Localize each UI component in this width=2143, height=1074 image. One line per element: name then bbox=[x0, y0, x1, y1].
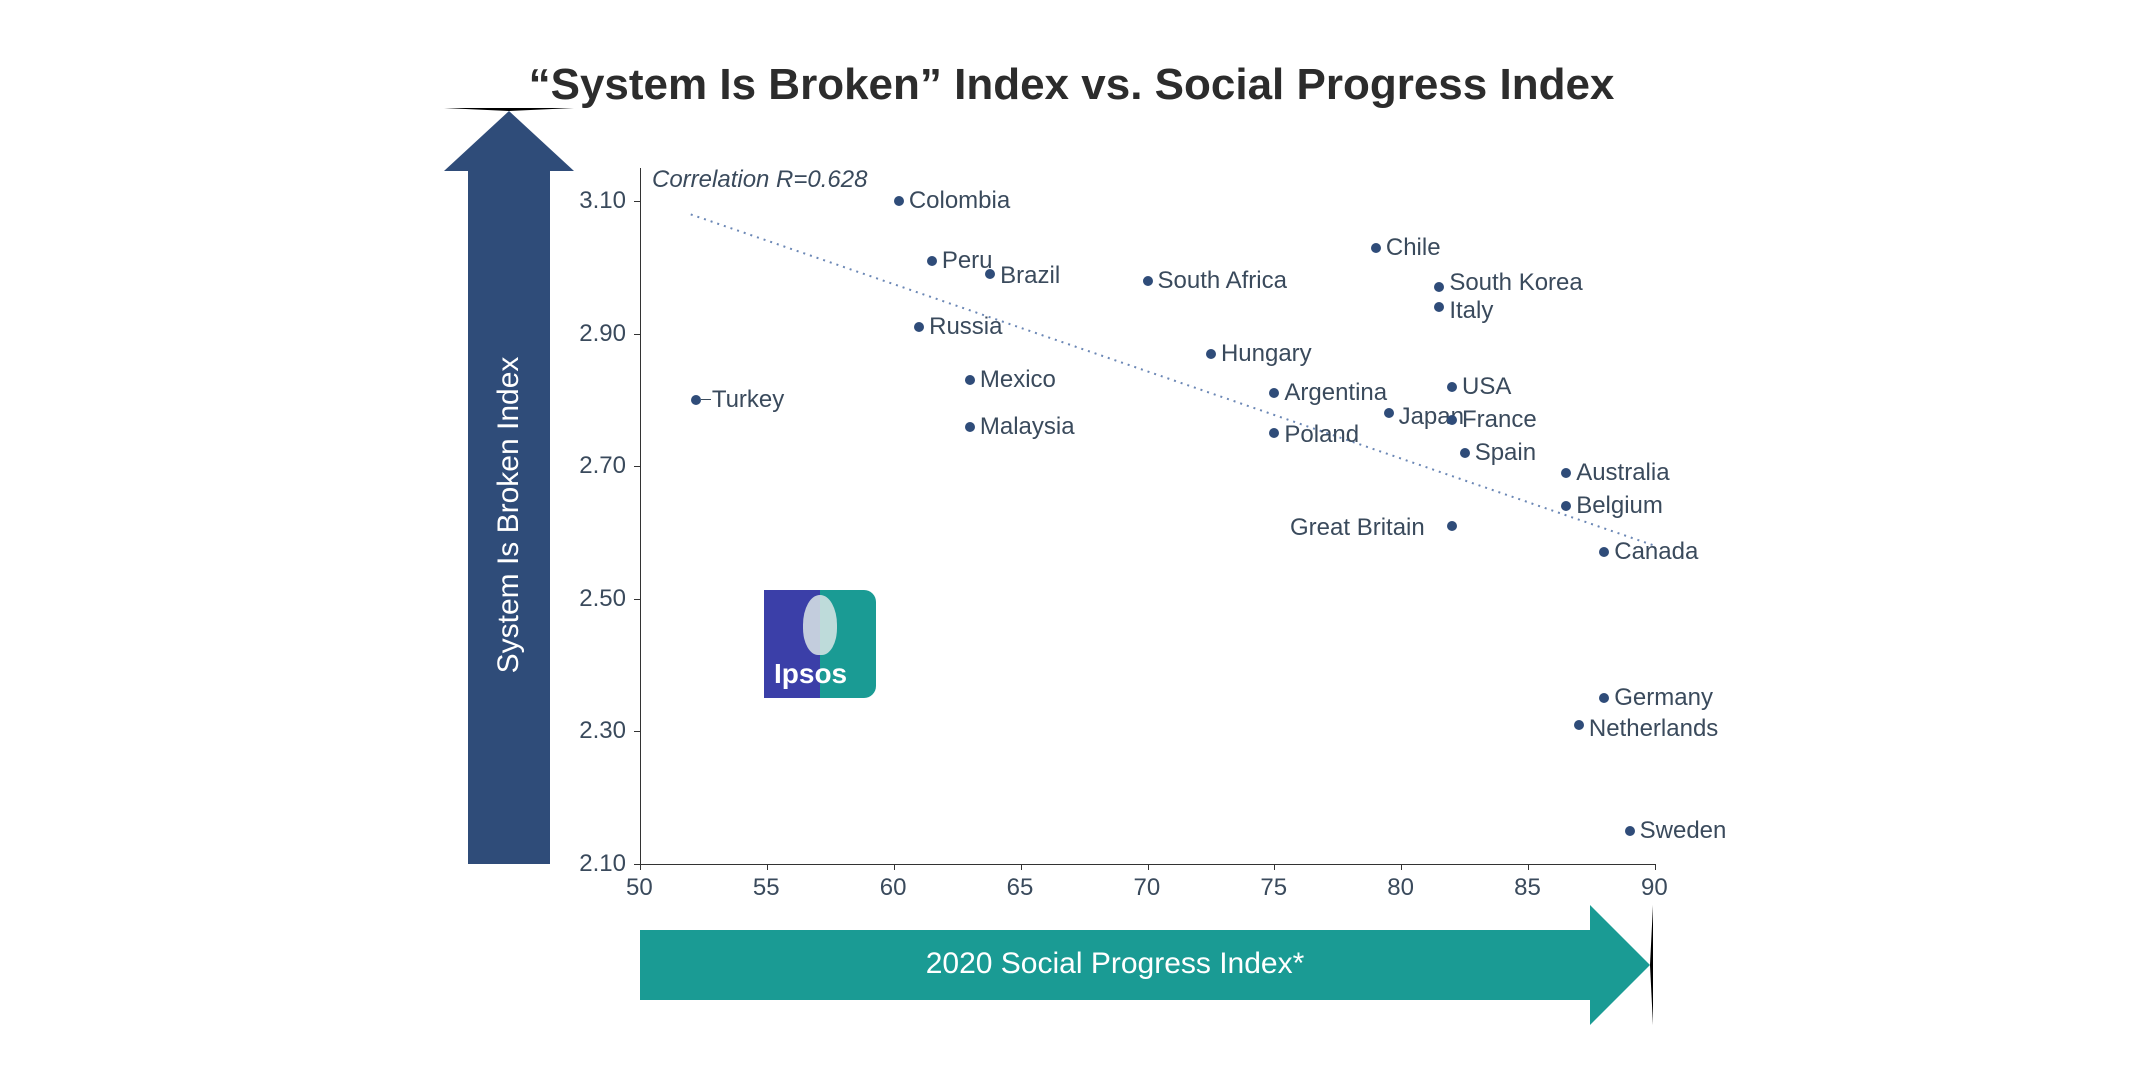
data-point bbox=[1269, 428, 1279, 438]
data-point-label: Chile bbox=[1386, 234, 1441, 262]
data-point-label: Great Britain bbox=[1290, 514, 1425, 542]
data-point-label: Hungary bbox=[1221, 340, 1312, 368]
data-point bbox=[1574, 720, 1584, 730]
data-point-label: Sweden bbox=[1640, 817, 1727, 845]
data-point-label: Italy bbox=[1449, 297, 1493, 325]
data-point bbox=[1447, 521, 1457, 531]
x-axis-label: 2020 Social Progress Index* bbox=[895, 947, 1335, 981]
data-point-label: Germany bbox=[1614, 684, 1713, 712]
chart-title: “System Is Broken” Index vs. Social Prog… bbox=[529, 60, 1615, 110]
x-axis-arrow-head bbox=[1590, 905, 1653, 1025]
x-tick-label: 50 bbox=[626, 874, 653, 902]
data-point bbox=[914, 322, 924, 332]
x-tick bbox=[1528, 864, 1529, 870]
y-tick-label: 2.30 bbox=[579, 717, 626, 745]
correlation-text: Correlation R=0.628 bbox=[652, 166, 867, 194]
data-point bbox=[1599, 547, 1609, 557]
data-point bbox=[1625, 826, 1635, 836]
y-tick bbox=[634, 466, 640, 467]
data-point bbox=[927, 256, 937, 266]
data-point-label: USA bbox=[1462, 373, 1511, 401]
y-axis-label: System Is Broken Index bbox=[492, 315, 526, 715]
y-tick-label: 2.10 bbox=[579, 850, 626, 878]
data-point bbox=[1269, 388, 1279, 398]
data-point bbox=[1561, 501, 1571, 511]
ipsos-logo: Ipsos bbox=[764, 590, 876, 698]
logo-face-icon bbox=[803, 595, 837, 654]
data-point bbox=[1447, 415, 1457, 425]
x-tick-label: 75 bbox=[1260, 874, 1287, 902]
x-tick-label: 85 bbox=[1514, 874, 1541, 902]
data-point-label: Brazil bbox=[1000, 262, 1060, 290]
data-point bbox=[894, 196, 904, 206]
data-point bbox=[1371, 243, 1381, 253]
chart-container: “System Is Broken” Index vs. Social Prog… bbox=[0, 0, 2143, 1074]
y-tick-label: 2.70 bbox=[579, 452, 626, 480]
x-tick bbox=[894, 864, 895, 870]
data-point bbox=[965, 375, 975, 385]
plot-area: Correlation R=0.628 Ipsos 2.102.302.502.… bbox=[640, 168, 1655, 864]
y-tick-label: 2.50 bbox=[579, 585, 626, 613]
data-point bbox=[1460, 448, 1470, 458]
data-point-label: Colombia bbox=[909, 187, 1010, 215]
data-point bbox=[1434, 302, 1444, 312]
data-point-label: South Korea bbox=[1449, 269, 1582, 297]
data-point-label: Turkey bbox=[712, 386, 784, 414]
data-point-label: Argentina bbox=[1284, 379, 1387, 407]
data-point-label: Mexico bbox=[980, 366, 1056, 394]
y-tick-label: 3.10 bbox=[579, 187, 626, 215]
data-point bbox=[1561, 468, 1571, 478]
x-tick bbox=[1021, 864, 1022, 870]
x-tick-label: 55 bbox=[753, 874, 780, 902]
data-point bbox=[965, 422, 975, 432]
data-point-label: Malaysia bbox=[980, 413, 1075, 441]
point-dash bbox=[701, 399, 711, 400]
y-tick bbox=[634, 201, 640, 202]
data-point bbox=[1599, 693, 1609, 703]
data-point bbox=[1447, 382, 1457, 392]
data-point-label: Russia bbox=[929, 313, 1002, 341]
data-point bbox=[985, 269, 995, 279]
x-tick-label: 90 bbox=[1641, 874, 1668, 902]
data-point bbox=[1434, 282, 1444, 292]
x-tick-label: 70 bbox=[1134, 874, 1161, 902]
y-tick bbox=[634, 731, 640, 732]
data-point-label: South Africa bbox=[1158, 267, 1287, 295]
y-tick bbox=[634, 599, 640, 600]
data-point-label: Poland bbox=[1284, 421, 1359, 449]
x-tick bbox=[767, 864, 768, 870]
x-tick-label: 65 bbox=[1007, 874, 1034, 902]
data-point bbox=[1384, 408, 1394, 418]
logo-text: Ipsos bbox=[774, 658, 847, 690]
data-point-label: Netherlands bbox=[1589, 715, 1718, 743]
data-point-label: Spain bbox=[1475, 439, 1536, 467]
x-tick bbox=[640, 864, 641, 870]
y-axis-arrow-head bbox=[444, 108, 574, 171]
data-point-label: Australia bbox=[1576, 459, 1669, 487]
x-tick bbox=[1148, 864, 1149, 870]
y-tick-label: 2.90 bbox=[579, 320, 626, 348]
data-point-label: France bbox=[1462, 406, 1537, 434]
x-tick bbox=[1655, 864, 1656, 870]
y-tick bbox=[634, 334, 640, 335]
data-point bbox=[691, 395, 701, 405]
data-point-label: Belgium bbox=[1576, 492, 1663, 520]
x-tick-label: 60 bbox=[880, 874, 907, 902]
data-point bbox=[1206, 349, 1216, 359]
data-point-label: Canada bbox=[1614, 538, 1698, 566]
data-point bbox=[1143, 276, 1153, 286]
x-tick bbox=[1274, 864, 1275, 870]
x-tick-label: 80 bbox=[1387, 874, 1414, 902]
x-tick bbox=[1401, 864, 1402, 870]
